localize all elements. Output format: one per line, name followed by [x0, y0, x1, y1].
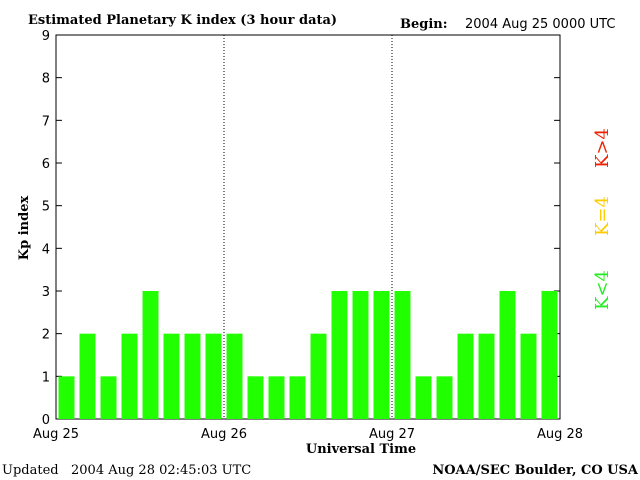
kp-bar	[394, 291, 411, 419]
legend-k-below-4: K<4	[592, 270, 613, 310]
kp-bar	[100, 376, 117, 419]
x-tick-label: Aug 25	[33, 427, 79, 442]
y-tick-label: 4	[42, 242, 50, 257]
chart-title: Estimated Planetary K index (3 hour data…	[28, 13, 337, 28]
x-tick-label: Aug 28	[537, 427, 583, 442]
kp-bar	[205, 333, 222, 419]
kp-bar	[247, 376, 264, 419]
y-tick-label: 1	[42, 370, 50, 385]
kp-bar	[373, 291, 390, 419]
y-tick-label: 9	[42, 29, 50, 44]
legend-k-above-4: K>4	[592, 128, 613, 168]
updated-label: Updated	[2, 463, 59, 478]
kp-bar	[226, 333, 243, 419]
kp-bar	[415, 376, 432, 419]
kp-bar	[58, 376, 75, 419]
begin-label: Begin:	[400, 17, 448, 32]
source-credit: NOAA/SEC Boulder, CO USA	[432, 463, 639, 478]
y-axis-label: Kp index	[17, 196, 32, 261]
y-tick-label: 2	[42, 328, 50, 343]
kp-bar	[331, 291, 348, 419]
y-tick-label: 6	[42, 157, 50, 172]
y-tick-labels: 0 1 2 3 4 5 6 7 8 9	[42, 29, 50, 428]
x-axis-label: Universal Time	[306, 442, 416, 457]
kp-bar	[478, 333, 495, 419]
bars-group	[58, 291, 558, 419]
kp-bar	[163, 333, 180, 419]
kp-bar	[79, 333, 96, 419]
x-tick-label: Aug 26	[201, 427, 247, 442]
kp-bar	[520, 333, 537, 419]
kp-bar	[310, 333, 327, 419]
updated-value: 2004 Aug 28 02:45:03 UTC	[71, 463, 251, 478]
kp-bar	[352, 291, 369, 419]
kp-bar	[121, 333, 138, 419]
kp-bar	[142, 291, 159, 419]
kp-bar	[457, 333, 474, 419]
plot-frame	[55, 34, 561, 420]
kp-bar	[436, 376, 453, 419]
y-tick-label: 3	[42, 285, 50, 300]
kp-bar	[499, 291, 516, 419]
y-tick-label: 0	[42, 413, 50, 428]
kp-bar	[541, 291, 558, 419]
y-tick-label: 7	[42, 114, 50, 129]
y-tick-label: 5	[42, 200, 50, 215]
kp-bar	[184, 333, 201, 419]
kp-bar	[268, 376, 285, 419]
legend-k-equals-4: K=4	[592, 196, 613, 236]
y-tick-label: 8	[42, 72, 50, 87]
kp-bar	[289, 376, 306, 419]
begin-value: 2004 Aug 25 0000 UTC	[465, 17, 615, 32]
x-tick-labels: Aug 25 Aug 26 Aug 27 Aug 28	[33, 427, 583, 442]
x-tick-label: Aug 27	[369, 427, 415, 442]
